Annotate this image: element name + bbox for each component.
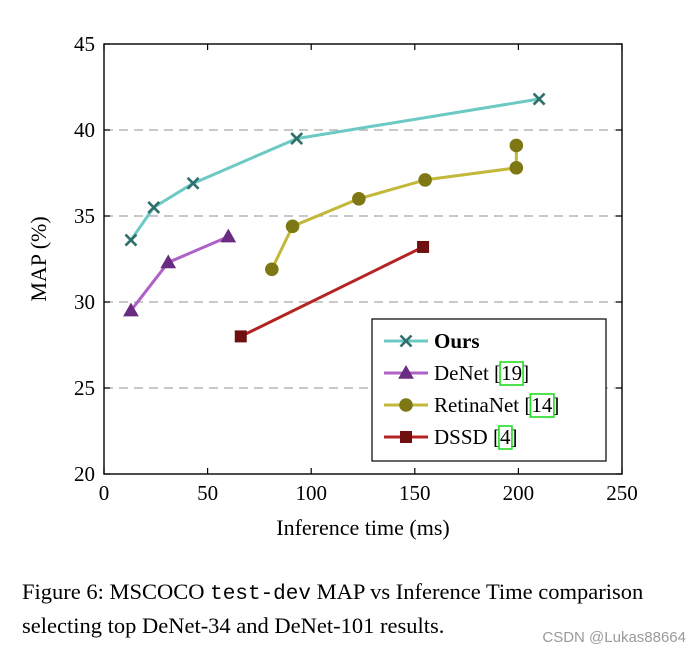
data-point (509, 161, 524, 175)
plot-area-frame (103, 43, 623, 475)
legend-marker (398, 364, 414, 379)
data-point (352, 192, 366, 206)
legend-citation[interactable]: 4 (500, 425, 511, 449)
legend-name: Ours (434, 329, 480, 353)
legend-entry-3: DSSD [4] (384, 425, 517, 449)
x-tick-label: 50 (197, 481, 218, 505)
x-marker-stroke (186, 176, 200, 190)
legend-marker (399, 334, 413, 348)
y-tick-label: 45 (74, 32, 95, 56)
citation-link-box (498, 425, 513, 450)
watermark: CSDN @Lukas88664 (542, 629, 686, 646)
data-point (417, 240, 430, 253)
series-2 (265, 138, 524, 277)
x-tick-label: 200 (503, 481, 535, 505)
data-point (290, 132, 304, 146)
legend-name: DSSD [ (434, 425, 500, 449)
legend-name: DeNet [ (434, 361, 501, 385)
legend-citation[interactable]: 19 (501, 361, 522, 385)
legend-label: DeNet [19] (434, 361, 529, 385)
legend-entry-2: RetinaNet [14] (384, 393, 559, 417)
series-line (239, 245, 425, 338)
legend-entry-1: DeNet [19] (384, 361, 529, 385)
legend-label: DSSD [4] (434, 425, 517, 449)
legend-label: Ours (434, 329, 480, 353)
axis-ticks: 20 25 30 35 40 45 0 50 100 150 200 250 (74, 32, 638, 505)
y-tick-label: 30 (74, 290, 95, 314)
data-point (509, 138, 524, 153)
legend-bracket: ] (552, 393, 559, 417)
series-line (129, 97, 541, 242)
data-point (532, 92, 546, 106)
legend-citation[interactable]: 14 (531, 393, 553, 417)
citation-link-box (529, 393, 555, 418)
legend-entry-0: Ours (384, 329, 480, 353)
series-line (129, 235, 230, 313)
caption-part-1: Figure 6: MSCOCO (22, 579, 211, 604)
caption-part-2: MAP vs Inference Time comparison selecti… (22, 579, 644, 638)
series-layer (123, 92, 546, 343)
x-marker-stroke (532, 92, 546, 106)
grid-lines (104, 129, 622, 389)
x-marker-stroke (124, 233, 138, 247)
y-tick-label: 20 (74, 462, 95, 486)
x-tick-label: 150 (399, 481, 431, 505)
y-tick-label: 40 (74, 118, 95, 142)
data-point (147, 200, 161, 214)
legend-name: RetinaNet [ (434, 393, 531, 417)
y-tick-label: 25 (74, 376, 95, 400)
x-marker-stroke (147, 200, 161, 214)
data-point (220, 228, 237, 243)
series-1 (123, 228, 237, 317)
data-point (124, 233, 138, 247)
data-point (186, 176, 200, 190)
data-point (418, 173, 432, 187)
data-point (123, 302, 139, 317)
data-point (285, 219, 300, 234)
legend-bracket: ] (510, 425, 517, 449)
data-point (234, 330, 247, 343)
y-tick-label: 35 (74, 204, 95, 228)
figure-caption: Figure 6: MSCOCO test-dev MAP vs Inferen… (22, 576, 692, 641)
caption-code: test-dev (210, 583, 311, 606)
x-axis-label: Inference time (ms) (276, 515, 449, 540)
series-0 (124, 92, 546, 247)
x-tick-label: 0 (99, 481, 110, 505)
x-tick-label: 250 (606, 481, 638, 505)
data-point (160, 254, 177, 269)
series-3 (234, 240, 430, 343)
legend-label: RetinaNet [14] (434, 393, 559, 417)
x-marker-stroke (290, 132, 304, 146)
data-point (265, 262, 279, 277)
chart: 20 25 30 35 40 45 0 50 100 150 200 250 Inference ti… (26, 32, 638, 540)
series-line (270, 143, 518, 271)
x-tick-label: 100 (295, 481, 327, 505)
legend-marker (399, 398, 413, 412)
legend-marker (400, 431, 412, 443)
x-marker-stroke (399, 334, 413, 348)
y-axis-label: MAP (%) (26, 216, 51, 301)
citation-link-box (499, 361, 524, 386)
legend-bracket: ] (522, 361, 529, 385)
